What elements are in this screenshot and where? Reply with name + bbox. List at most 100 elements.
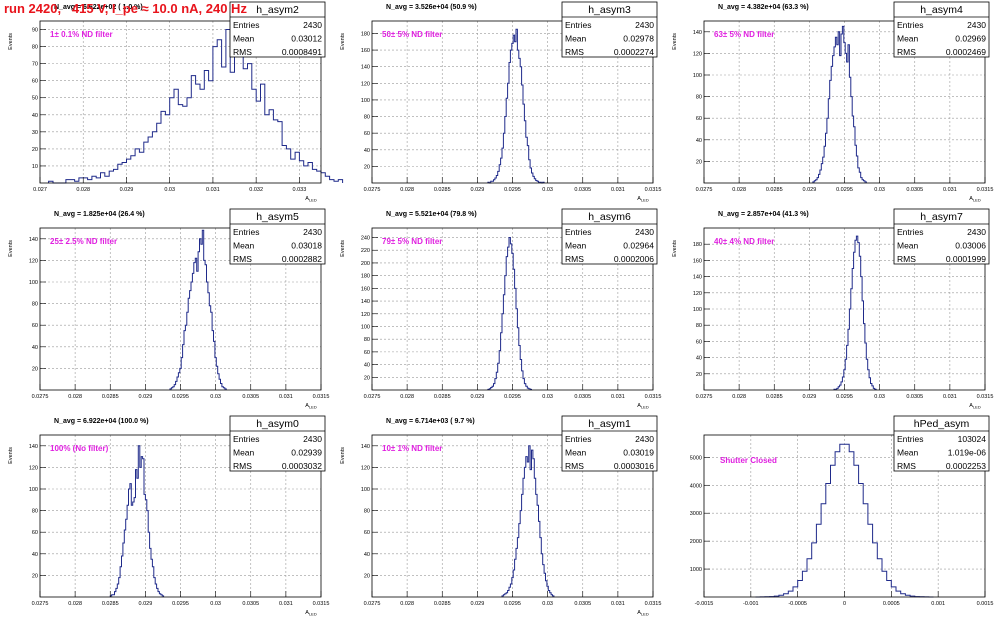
histogram-series xyxy=(48,25,344,184)
filter-label: 63± 5% ND filter xyxy=(714,30,774,39)
grid xyxy=(704,21,985,183)
x-tick-label: 0.03 xyxy=(542,601,553,607)
histogram-series xyxy=(487,237,532,390)
y-tick-label: 20 xyxy=(364,164,370,170)
navg-label: N_avg = 5.521e+04 (79.8 %) xyxy=(386,211,477,218)
x-tick-label: -0.0015 xyxy=(695,601,714,607)
x-tick-label: 0.029 xyxy=(138,394,152,400)
stats-label: Mean xyxy=(897,448,919,458)
y-axis-title: Events xyxy=(8,240,14,257)
x-tick-label: 0.031 xyxy=(943,394,957,400)
grid xyxy=(372,228,653,390)
histogram-series xyxy=(812,25,867,183)
stats-value: 0.03019 xyxy=(623,448,654,458)
y-tick-label: 60 xyxy=(32,530,38,536)
x-tick-label: 0.0315 xyxy=(313,601,330,607)
stats-label: Mean xyxy=(565,448,587,458)
x-tick-label: 0.0295 xyxy=(172,394,189,400)
y-tick-label: 100 xyxy=(693,73,702,79)
y-tick-label: 160 xyxy=(361,286,370,292)
stats-box-frame xyxy=(561,1,658,58)
x-tick-label: 0.028 xyxy=(68,601,82,607)
stats-value: 0.0003016 xyxy=(614,461,654,471)
filter-label: 1± 0.1% ND filter xyxy=(50,30,113,39)
stats-value: 103024 xyxy=(958,434,987,444)
x-tick-label: 0.0295 xyxy=(836,394,853,400)
x-tick-label: 0.0315 xyxy=(645,601,662,607)
stats-value: 0.0002274 xyxy=(614,47,654,57)
y-tick-label: 2000 xyxy=(690,539,702,545)
y-axis-title: Events xyxy=(672,33,678,50)
filter-label: 40± 4% ND filter xyxy=(714,237,774,246)
stats-label: Entries xyxy=(565,434,591,444)
stats-label: RMS xyxy=(565,461,584,471)
y-tick-label: 200 xyxy=(361,261,370,267)
histogram-name: h_asym6 xyxy=(588,211,631,223)
y-tick-label: 180 xyxy=(361,274,370,280)
y-tick-label: 60 xyxy=(696,116,702,122)
navg-label: N_avg = 1.825e+04 (26.4 %) xyxy=(54,211,145,218)
x-tick-label: 0.032 xyxy=(249,187,263,193)
stats-label: Mean xyxy=(897,241,919,251)
x-tick-label: 0.0315 xyxy=(977,187,994,193)
x-tick-label: 0.0275 xyxy=(364,187,381,193)
stats-label: Entries xyxy=(233,20,259,30)
histogram-name: h_asym2 xyxy=(256,4,299,16)
stats-label: RMS xyxy=(897,47,916,57)
y-tick-label: 10 xyxy=(32,164,38,170)
stats-value: 0.0002006 xyxy=(614,254,654,264)
y-tick-label: 140 xyxy=(693,275,702,281)
y-tick-label: 120 xyxy=(361,81,370,87)
stats-label: RMS xyxy=(565,47,584,57)
stats-value: 0.03012 xyxy=(291,34,322,44)
filter-label: 10± 1% ND filter xyxy=(382,444,442,453)
y-tick-label: 180 xyxy=(361,31,370,37)
histogram-name: h_asym5 xyxy=(256,211,299,223)
y-tick-label: 70 xyxy=(32,62,38,68)
x-tick-label: 0.03 xyxy=(542,187,553,193)
x-axis-title: ALED xyxy=(305,403,317,410)
grid xyxy=(40,228,321,390)
x-tick-label: 0.03 xyxy=(874,187,885,193)
stats-value: 2430 xyxy=(635,434,654,444)
x-tick-label: 0.03 xyxy=(210,601,221,607)
x-tick-label: 0.028 xyxy=(400,601,414,607)
y-tick-label: 40 xyxy=(696,356,702,362)
y-tick-label: 60 xyxy=(32,323,38,329)
x-tick-label: 0.029 xyxy=(120,187,134,193)
y-tick-label: 3000 xyxy=(690,511,702,517)
stats-value: 0.0002469 xyxy=(946,47,986,57)
stats-label: Mean xyxy=(233,34,255,44)
y-tick-label: 20 xyxy=(364,375,370,381)
y-tick-label: 20 xyxy=(32,366,38,372)
x-tick-label: 0.031 xyxy=(611,187,625,193)
x-tick-label: 0.0005 xyxy=(883,601,900,607)
stats-label: Entries xyxy=(233,227,259,237)
histogram-series xyxy=(501,445,555,597)
y-axis-title: Events xyxy=(340,33,346,50)
y-tick-label: 80 xyxy=(32,302,38,308)
y-axis-title: Events xyxy=(340,447,346,464)
stats-box: h_asym6 Entries 2430 Mean 0.02964 RMS 0.000200… xyxy=(561,208,658,265)
x-tick-label: 0.0015 xyxy=(977,601,994,607)
x-tick-label: 0.0285 xyxy=(102,394,119,400)
y-tick-label: 60 xyxy=(364,350,370,356)
stats-label: Mean xyxy=(233,241,255,251)
x-tick-label: 0.001 xyxy=(931,601,945,607)
x-tick-label: 0.0295 xyxy=(836,187,853,193)
y-tick-label: 60 xyxy=(32,79,38,85)
x-tick-label: 0.0275 xyxy=(364,601,381,607)
stats-box: h_asym1 Entries 2430 Mean 0.03019 RMS 0.000301… xyxy=(561,415,658,472)
stats-box-frame xyxy=(229,208,326,265)
x-tick-label: 0.031 xyxy=(611,601,625,607)
grid xyxy=(372,435,653,597)
histogram-pad: 0.0275 0.028 0.0285 0.029 0.0295 0.03 0.0305 0.… xyxy=(340,415,662,617)
stats-box: h_asym4 Entries 2430 Mean 0.02969 RMS 0.000246… xyxy=(893,1,990,58)
x-tick-label: 0 xyxy=(843,601,846,607)
y-tick-label: 160 xyxy=(361,48,370,54)
x-tick-label: 0.028 xyxy=(400,187,414,193)
x-tick-label: 0.0285 xyxy=(434,394,451,400)
histogram-pad: 0.027 0.028 0.029 0.03 0.031 0.032 0.033 10 20 30… xyxy=(8,1,344,203)
x-tick-label: 0.031 xyxy=(206,187,220,193)
y-tick-label: 140 xyxy=(693,30,702,36)
